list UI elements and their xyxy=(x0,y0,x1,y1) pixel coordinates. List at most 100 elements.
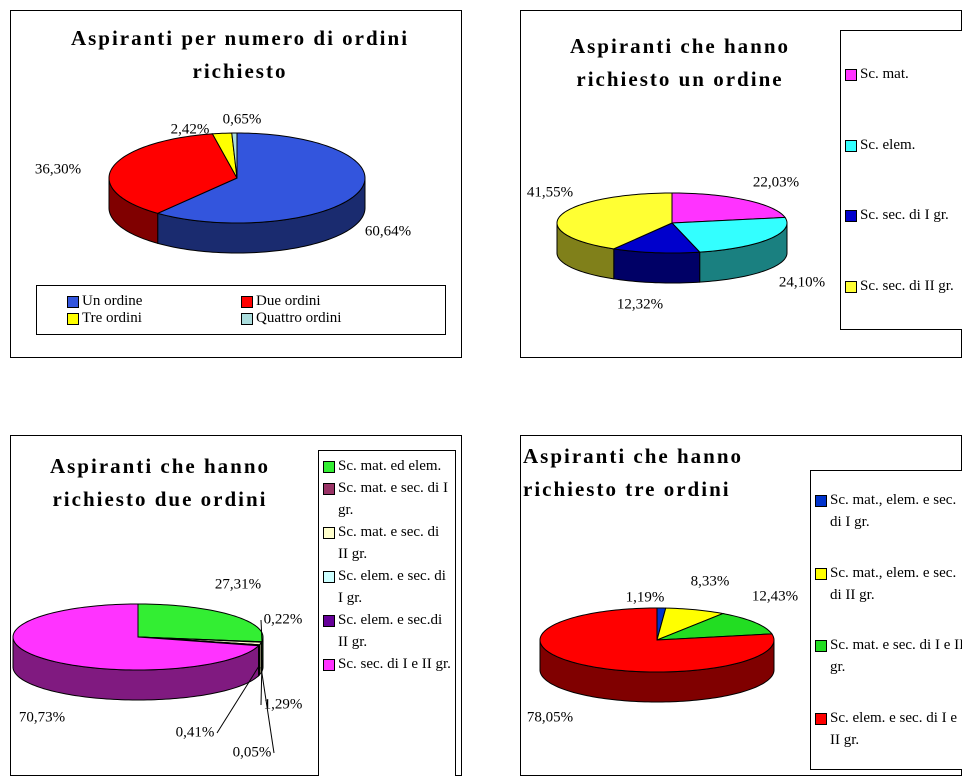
legend-label: Due ordini xyxy=(256,293,321,309)
legend-label: Sc. elem. e sec. di I e II gr. xyxy=(830,709,958,748)
legend: Sc. mat., elem. e sec. di I gr. Sc. mat.,… xyxy=(810,470,962,770)
legend-item: Sc. mat. e sec. di I e II gr. xyxy=(815,634,962,678)
data-label: 12,32% xyxy=(617,296,663,312)
legend-item: Sc. elem. e sec.di II gr. xyxy=(323,609,451,653)
legend-item: Sc. sec. di I gr. xyxy=(845,204,962,226)
legend-item: Sc. sec. di I e II gr. xyxy=(323,653,451,675)
legend-swatch xyxy=(323,659,335,671)
legend-swatch xyxy=(815,640,827,653)
legend-label: Un ordine xyxy=(82,293,143,309)
legend-swatch xyxy=(815,712,827,725)
data-label: 24,10% xyxy=(779,274,825,290)
legend-item: Sc. elem. e sec. di I gr. xyxy=(323,565,451,609)
slice xyxy=(231,132,238,179)
leader-line xyxy=(260,666,275,754)
legend-label: Sc. elem. e sec. di I gr. xyxy=(338,568,446,606)
slice xyxy=(556,192,673,250)
data-label: 41,55% xyxy=(527,184,573,200)
data-label: 36,30% xyxy=(35,161,81,177)
legend-label: Tre ordini xyxy=(82,310,142,326)
legend-swatch xyxy=(323,483,335,495)
legend-item: Sc. mat. xyxy=(845,63,962,85)
data-label: 22,03% xyxy=(753,174,799,190)
legend-item: Sc. elem. xyxy=(845,134,962,156)
legend-label: Sc. mat. e sec. di I gr. xyxy=(338,480,448,518)
slice-side xyxy=(613,248,701,284)
slice xyxy=(12,603,260,671)
legend-swatch xyxy=(323,615,335,627)
legend-swatch xyxy=(845,69,857,82)
legend-label: Sc. mat. e sec. di II gr. xyxy=(338,524,440,562)
legend-label: Sc. mat., elem. e sec. di I gr. xyxy=(830,492,957,531)
legend-item: Quattro ordini xyxy=(241,310,415,327)
legend-item: Due ordini xyxy=(241,293,415,310)
slice xyxy=(539,607,775,673)
legend-label: Sc. sec. di I gr. xyxy=(860,207,949,224)
data-label: 0,41% xyxy=(176,724,215,740)
legend-swatch xyxy=(845,210,857,223)
data-label: 27,31% xyxy=(215,576,261,592)
data-label: 60,64% xyxy=(365,223,411,239)
legend-swatch xyxy=(815,567,827,580)
slice xyxy=(656,607,725,641)
leader-line xyxy=(216,665,260,734)
slice xyxy=(611,222,701,254)
legend-label: Sc. elem. xyxy=(860,136,916,153)
data-label: 8,33% xyxy=(691,573,730,589)
legend-label: Sc. mat., elem. e sec. di II gr. xyxy=(830,564,957,603)
legend-label: Sc. sec. di II gr. xyxy=(860,277,954,294)
data-label: 0,65% xyxy=(223,111,262,127)
legend-swatch xyxy=(241,313,253,325)
legend-swatch xyxy=(323,527,335,539)
leader-line xyxy=(260,659,263,706)
data-label: 1,19% xyxy=(626,589,665,605)
legend: Sc. mat. ed elem. Sc. mat. e sec. di I gr… xyxy=(318,450,456,776)
data-label: 12,43% xyxy=(752,588,798,604)
chart-title: Aspiranti che hanno richiesto due ordini xyxy=(49,454,271,511)
legend-item: Sc. mat. e sec. di I gr. xyxy=(323,477,451,521)
data-label: 78,05% xyxy=(527,709,573,725)
legend-label: Sc. mat. xyxy=(860,66,909,83)
legend: Un ordine Due ordini Tre ordini Quattro ord… xyxy=(36,285,446,335)
legend-item: Sc. elem. e sec. di I e II gr. xyxy=(815,707,962,751)
slice xyxy=(156,132,366,224)
chart-title: Aspiranti che hanno richiesto tre ordini xyxy=(523,444,744,501)
legend-swatch xyxy=(241,296,253,308)
chart-title: Aspiranti che hanno richiesto un ordine xyxy=(569,34,791,91)
slice xyxy=(670,216,788,253)
legend-item: Sc. mat. e sec. di II gr. xyxy=(323,521,451,565)
legend-label: Quattro ordini xyxy=(256,310,342,326)
legend-item: Sc. sec. di II gr. xyxy=(845,275,962,297)
legend-label: Sc. mat. e sec. di I e II gr. xyxy=(830,637,962,676)
slice xyxy=(137,603,264,643)
slice xyxy=(211,132,238,179)
chart-frame xyxy=(10,10,462,358)
legend-swatch xyxy=(67,313,79,325)
legend-swatch xyxy=(845,280,857,293)
slice xyxy=(656,613,773,641)
legend-item: Sc. mat., elem. e sec. di II gr. xyxy=(815,562,962,606)
slice xyxy=(671,192,786,224)
legend-item: Un ordine xyxy=(67,293,241,310)
data-label: 0,22% xyxy=(264,611,303,627)
leader-line xyxy=(260,619,263,643)
slice xyxy=(108,133,238,214)
legend-item: Tre ordini xyxy=(67,310,241,327)
data-label: 0,05% xyxy=(233,744,272,760)
legend-label: Sc. elem. e sec.di II gr. xyxy=(338,612,443,650)
legend-swatch xyxy=(845,139,857,152)
legend-label: Sc. sec. di I e II gr. xyxy=(338,656,451,672)
data-label: 2,42% xyxy=(171,121,210,137)
legend-label: Sc. mat. ed elem. xyxy=(338,458,442,474)
legend-swatch xyxy=(323,571,335,583)
legend-item: Sc. mat. ed elem. xyxy=(323,455,451,477)
legend-swatch xyxy=(323,461,335,473)
legend-swatch xyxy=(67,296,79,308)
data-label: 70,73% xyxy=(19,709,65,725)
legend-swatch xyxy=(815,495,827,508)
legend-item: Sc. mat., elem. e sec. di I gr. xyxy=(815,489,962,533)
chart-title: Aspiranti per numero di ordini richiesto xyxy=(70,26,410,83)
legend: Sc. mat. Sc. elem. Sc. sec. di I gr. Sc. se… xyxy=(840,30,962,330)
